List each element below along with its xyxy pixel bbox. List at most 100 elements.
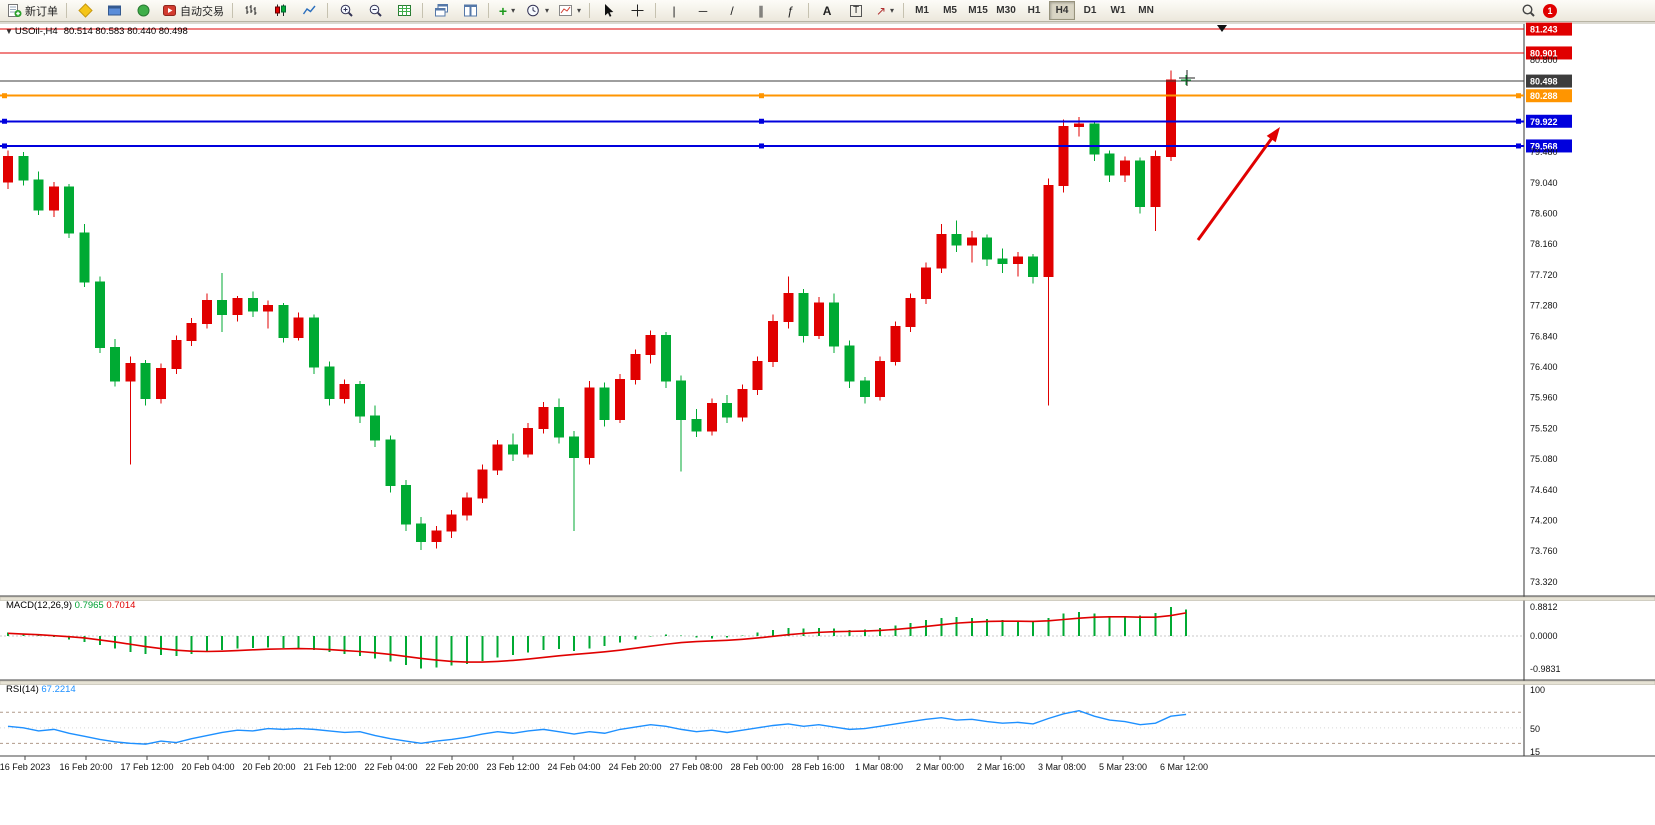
timeframe-d1-button[interactable]: D1: [1083, 5, 1097, 16]
one-click-trading-icon[interactable]: ▼: [5, 27, 13, 36]
profiles-button[interactable]: [100, 0, 128, 21]
zoom-in-button[interactable]: [332, 0, 360, 21]
timeframe-m30-button[interactable]: M30: [996, 5, 1016, 16]
hline-80.288[interactable]: [0, 89, 1572, 103]
candle: [477, 464, 488, 504]
candle: [400, 480, 411, 531]
tile-grid-icon: [397, 5, 411, 16]
candle-body: [660, 335, 671, 382]
candle-body: [1135, 160, 1146, 208]
new-order-button[interactable]: 新订单: [3, 0, 62, 21]
timeframe-m1-button[interactable]: M1: [915, 5, 929, 16]
tile-grid-button[interactable]: [390, 0, 418, 21]
new-order-icon: [8, 4, 22, 17]
hline-81.243[interactable]: [0, 22, 1572, 36]
price-badge-80.901: [1526, 46, 1572, 60]
candlestick-chart-button[interactable]: [266, 0, 294, 21]
text-button[interactable]: A: [813, 0, 841, 21]
panel-splitter[interactable]: [0, 596, 1655, 601]
panel-splitter[interactable]: [0, 680, 1655, 685]
market-watch-button[interactable]: [71, 0, 99, 21]
candle: [523, 422, 534, 458]
candle-body: [630, 353, 641, 381]
timeframe-m15-button[interactable]: M15: [968, 5, 988, 16]
time-label: 6 Mar 12:00: [1160, 762, 1208, 772]
timeframe-w1-button[interactable]: W1: [1110, 5, 1126, 16]
templates-button[interactable]: ▾: [554, 0, 585, 21]
line-handle[interactable]: [2, 143, 7, 149]
fibonacci-button[interactable]: ƒ: [776, 0, 804, 21]
candle-body: [982, 237, 993, 260]
candle-body: [798, 293, 809, 337]
line-handle[interactable]: [1516, 93, 1521, 99]
hline-80.901[interactable]: [0, 46, 1572, 60]
zoom-out-button[interactable]: [361, 0, 389, 21]
time-label: 2 Mar 16:00: [977, 762, 1025, 772]
label-button[interactable]: T: [842, 0, 870, 21]
timeframe-m5-button[interactable]: M5: [943, 5, 957, 16]
toolbar-separator: [589, 3, 591, 18]
vertical-line-button[interactable]: |: [660, 0, 688, 21]
tile-windows-button[interactable]: [456, 0, 484, 21]
fibonacci-icon: ƒ: [786, 3, 794, 18]
indicators-button[interactable]: + ▾: [493, 0, 521, 21]
timeframe-mn-button[interactable]: MN: [1138, 5, 1154, 16]
candle-body: [1119, 160, 1130, 176]
object-anchor-icon[interactable]: [1217, 25, 1227, 32]
candle-body: [79, 232, 90, 283]
cascade-windows-button[interactable]: [427, 0, 455, 21]
candle: [890, 321, 901, 366]
line-handle[interactable]: [1516, 143, 1521, 149]
candle: [64, 184, 75, 238]
candle: [859, 376, 870, 404]
timeframe-h4-button[interactable]: H4: [1049, 1, 1076, 20]
candle-body: [1058, 125, 1069, 187]
price-tick: 73.320: [1530, 577, 1558, 587]
auto-trading-button[interactable]: 自动交易: [158, 0, 228, 21]
candle: [1135, 157, 1146, 214]
horizontal-line-button[interactable]: ─: [689, 0, 717, 21]
timeframe-h1-button[interactable]: H1: [1027, 5, 1041, 16]
trendline-button[interactable]: /: [718, 0, 746, 21]
hline-80.498[interactable]: [0, 74, 1572, 88]
candle: [48, 182, 59, 217]
candle: [462, 492, 472, 521]
candle: [997, 248, 1008, 273]
arrow-head: [1266, 127, 1280, 143]
bar-chart-button[interactable]: [237, 0, 265, 21]
candle-body: [339, 383, 350, 399]
chart-window[interactable]: 81.243 80.901 80.498 80.288 79.922 79.568 80.8…: [0, 22, 1655, 780]
candlestick-chart-icon: [274, 4, 286, 16]
chevron-down-icon: ▾: [577, 6, 582, 15]
time-label: 17 Feb 12:00: [120, 762, 173, 772]
line-handle[interactable]: [2, 118, 7, 124]
trend-arrow-annotation[interactable]: [1196, 127, 1280, 241]
hline-79.568[interactable]: [0, 139, 1572, 153]
crosshair-button[interactable]: [623, 0, 651, 21]
hline-79.922[interactable]: [0, 114, 1572, 128]
rsi-value: 67.2214: [41, 684, 76, 695]
rsi-scale-label: 15: [1530, 747, 1540, 757]
toolbar-separator: [66, 3, 67, 18]
line-handle[interactable]: [759, 143, 764, 149]
arrow-shaft[interactable]: [1196, 137, 1274, 241]
candle-body: [278, 305, 289, 339]
data-window-button[interactable]: [129, 0, 157, 21]
notification-badge[interactable]: 1: [1543, 3, 1557, 18]
line-handle[interactable]: [759, 93, 764, 99]
search-button[interactable]: [1514, 0, 1542, 21]
candle: [156, 363, 166, 404]
vertical-line-icon: |: [672, 3, 676, 18]
cursor-button[interactable]: [594, 0, 622, 21]
line-handle[interactable]: [759, 118, 764, 124]
candle: [94, 276, 105, 354]
channel-button[interactable]: ∥: [747, 0, 775, 21]
line-chart-button[interactable]: [295, 0, 323, 21]
line-handle[interactable]: [1516, 118, 1521, 124]
arrows-button[interactable]: ↗ ▾: [871, 0, 899, 21]
candle: [217, 272, 228, 333]
periods-button[interactable]: ▾: [522, 0, 553, 21]
line-handle[interactable]: [2, 93, 7, 99]
zoom-in-icon: [340, 4, 353, 17]
candle-body: [64, 186, 75, 234]
